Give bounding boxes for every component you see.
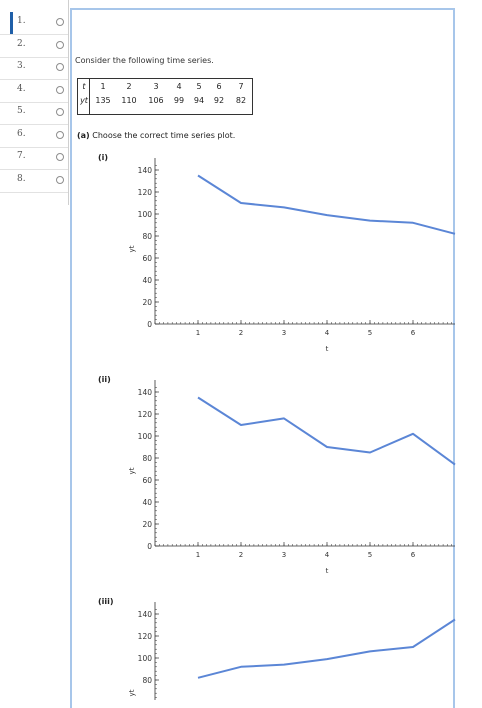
radio-icon[interactable] (56, 18, 64, 26)
sidebar-item-4[interactable]: 4. (0, 80, 68, 103)
sidebar-divider (68, 0, 69, 205)
sidebar-item-number: 3. (17, 61, 26, 71)
radio-icon[interactable] (56, 175, 64, 184)
y-value: 99 (173, 95, 185, 105)
t-value: 5 (196, 81, 202, 91)
option-label-iii: (iii) (98, 597, 114, 606)
y-value: 110 (121, 95, 137, 105)
sidebar-item-number: 8. (17, 173, 26, 184)
radio-icon[interactable] (56, 63, 64, 71)
table-row-y: yt 135 110 106 99 94 92 82 (77, 93, 253, 107)
y-value: 82 (235, 95, 247, 105)
part-a-prompt: (a) Choose the correct time series plot. (77, 131, 235, 140)
radio-icon[interactable] (56, 40, 64, 49)
sidebar-item-2[interactable]: 2. (0, 35, 68, 58)
time-series-table: t 1 2 3 4 5 6 7 yt 135 110 106 99 94 92 … (77, 79, 253, 107)
t-header: t (82, 81, 86, 91)
question-panel (70, 8, 455, 708)
time-series-table-border (77, 78, 253, 115)
t-value: 1 (100, 81, 106, 91)
part-a-text: Choose the correct time series plot. (92, 131, 236, 140)
y-value: 106 (148, 95, 164, 105)
t-value: 2 (126, 81, 132, 91)
t-value: 4 (176, 81, 182, 91)
sidebar-item-3[interactable]: 3. (0, 57, 68, 80)
part-a-label: (a) (77, 131, 90, 140)
table-row-t: t 1 2 3 4 5 6 7 (77, 79, 253, 93)
sidebar-item-8[interactable]: 8. (0, 170, 68, 193)
option-label-i: (i) (98, 153, 109, 162)
radio-icon[interactable] (56, 130, 64, 139)
sidebar-item-number: 2. (17, 38, 26, 49)
sidebar-item-number: 5. (17, 106, 26, 116)
radio-icon[interactable] (56, 153, 64, 161)
question-intro: Consider the following time series. (75, 56, 214, 65)
y-value: 94 (193, 95, 205, 105)
sidebar-item-number: 7. (17, 151, 26, 161)
question-nav-sidebar: 1. 2. 3. 4. 5. 6. 7. 8. (0, 0, 70, 700)
option-label-ii: (ii) (98, 375, 111, 384)
y-header: yt (80, 95, 88, 105)
sidebar-item-number: 1. (17, 16, 26, 26)
time-series-table-divider (89, 78, 90, 115)
y-value: 135 (95, 95, 111, 105)
sidebar-item-7[interactable]: 7. (0, 147, 68, 170)
radio-icon[interactable] (56, 85, 64, 94)
sidebar-item-5[interactable]: 5. (0, 102, 68, 125)
y-value: 92 (213, 95, 225, 105)
t-value: 6 (216, 81, 222, 91)
sidebar-item-number: 6. (17, 128, 26, 139)
t-value: 7 (238, 81, 244, 91)
sidebar-item-number: 4. (17, 83, 26, 94)
sidebar-item-6[interactable]: 6. (0, 125, 68, 148)
radio-icon[interactable] (56, 108, 64, 116)
t-value: 3 (153, 81, 159, 91)
sidebar-item-1[interactable]: 1. (0, 12, 68, 35)
